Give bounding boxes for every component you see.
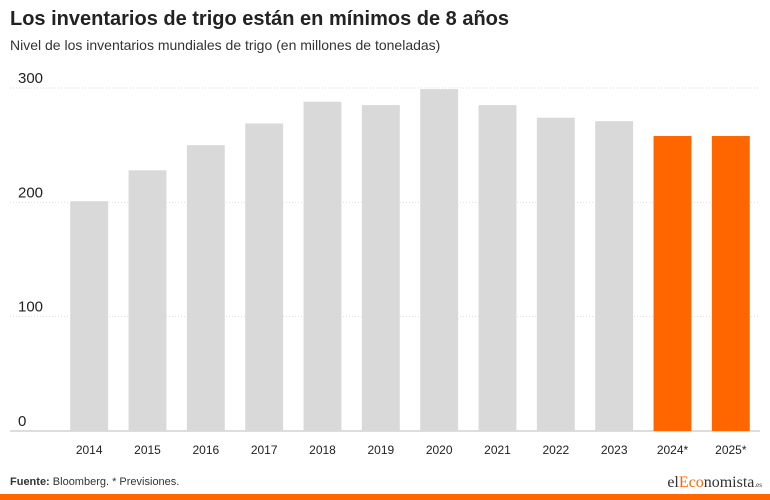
y-tick-label: 300	[18, 70, 43, 87]
x-tick-label: 2022	[542, 443, 569, 457]
source-note: Fuente: Bloomberg. * Previsiones.	[10, 476, 179, 488]
x-tick-label: 2021	[484, 443, 511, 457]
x-tick-label: 2017	[251, 443, 278, 457]
bar-2016	[186, 145, 225, 431]
bar-2017	[245, 123, 284, 432]
x-tick-label: 2016	[192, 443, 219, 457]
bar-2019	[361, 105, 400, 432]
y-tick-label: 200	[18, 184, 43, 201]
bar-2015	[128, 170, 167, 431]
bars	[70, 89, 750, 432]
x-tick-label: 2024*	[657, 443, 689, 457]
bar-2021	[478, 105, 517, 432]
x-tick-label: 2020	[426, 443, 453, 457]
y-tick-label: 0	[18, 413, 26, 430]
bar-2024-forecast	[653, 136, 692, 431]
bar-2020	[420, 89, 459, 431]
x-axis-ticks: 2014 2015 2016 2017 2018 2019 2020 2021 2022 2023…	[76, 443, 747, 457]
bar-2022	[536, 117, 575, 431]
bar-2025-forecast	[711, 136, 750, 431]
y-tick-label: 100	[18, 299, 43, 316]
bar-2023	[595, 121, 634, 431]
x-tick-label: 2019	[367, 443, 394, 457]
x-tick-label: 2014	[76, 443, 103, 457]
source-label: Fuente:	[10, 476, 50, 488]
chart-subtitle: Nivel de los inventarios mundiales de tr…	[10, 37, 441, 53]
x-tick-label: 2025*	[715, 443, 747, 457]
source-text: Bloomberg. * Previsiones.	[49, 476, 180, 488]
y-axis-ticks: 0 100 200 300	[18, 70, 43, 430]
bar-2018	[303, 101, 342, 431]
x-tick-label: 2015	[134, 443, 161, 457]
chart-title: Los inventarios de trigo están en mínimo…	[10, 8, 510, 30]
bar-2014	[70, 201, 109, 431]
publisher-logo: elEconomista.es	[667, 474, 762, 491]
bottom-accent-bar	[0, 494, 770, 500]
x-tick-label: 2018	[309, 443, 336, 457]
x-tick-label: 2023	[601, 443, 628, 457]
